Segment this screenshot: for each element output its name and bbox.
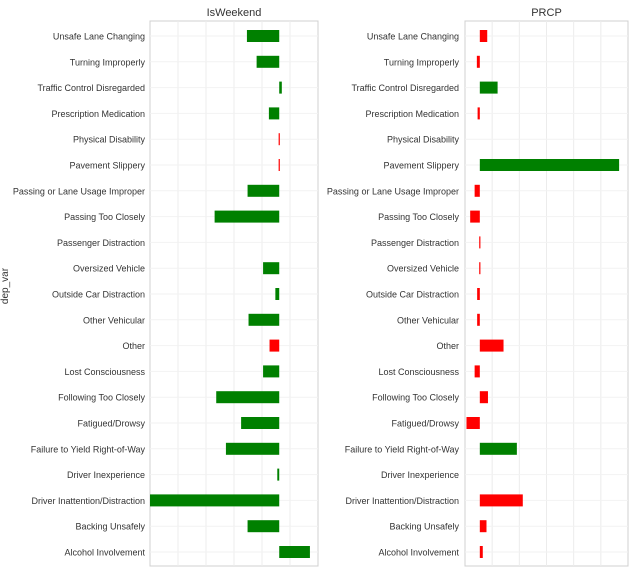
bar xyxy=(479,546,483,558)
category-label: Driver Inexperience xyxy=(381,470,459,480)
bar xyxy=(479,81,498,94)
category-label: Failure to Yield Right-of-Way xyxy=(31,444,146,454)
category-label: Driver Inattention/Distraction xyxy=(31,496,145,506)
category-label: Other Vehicular xyxy=(397,315,459,325)
bar xyxy=(479,262,481,275)
bar xyxy=(268,107,280,120)
y-axis-label: dep_var xyxy=(0,267,11,304)
panel-title: IsWeekend xyxy=(207,7,262,19)
category-label: Physical Disability xyxy=(73,135,146,145)
bar xyxy=(225,442,280,455)
category-label: Fatigued/Drowsy xyxy=(77,419,145,429)
category-label: Unsafe Lane Changing xyxy=(367,32,459,42)
bar xyxy=(474,184,480,197)
category-label: Traffic Control Disregarded xyxy=(37,83,145,93)
bar xyxy=(275,288,280,300)
category-label: Pavement Slippery xyxy=(383,161,459,171)
bar xyxy=(479,159,620,171)
panel-isweekend: IsWeekend Unsafe Lane Changing Turning Imp… xyxy=(13,7,319,567)
category-label: Unsafe Lane Changing xyxy=(53,32,145,42)
bar xyxy=(477,313,480,326)
category-label: Other xyxy=(436,341,459,351)
category-label: Oversized Vehicle xyxy=(73,264,145,274)
bar xyxy=(479,442,517,455)
category-label: Outside Car Distraction xyxy=(366,290,459,300)
category-label: Prescription Medication xyxy=(51,109,145,119)
bar xyxy=(479,30,488,42)
category-label: Backing Unsafely xyxy=(75,522,145,532)
category-label: Lost Consciousness xyxy=(378,367,459,377)
category-label: Traffic Control Disregarded xyxy=(351,83,459,93)
category-label: Passing Too Closely xyxy=(64,212,145,222)
category-label: Passing or Lane Usage Improper xyxy=(327,186,459,196)
category-label: Failure to Yield Right-of-Way xyxy=(345,444,460,454)
category-label: Passing Too Closely xyxy=(378,212,459,222)
bar xyxy=(247,520,280,533)
category-label: Driver Inexperience xyxy=(67,470,145,480)
bar xyxy=(476,55,480,68)
bar xyxy=(246,30,280,42)
category-label: Following Too Closely xyxy=(372,393,459,403)
bar xyxy=(477,107,480,120)
bar xyxy=(277,468,280,481)
category-label: Pavement Slippery xyxy=(69,161,145,171)
bar xyxy=(216,391,280,404)
category-label: Alcohol Involvement xyxy=(64,548,145,558)
panel-prcp: PRCP Unsafe Lane Changing Turning Improper… xyxy=(327,7,629,567)
bar xyxy=(263,365,280,378)
category-label: Turning Improperly xyxy=(70,57,146,67)
panels-layer: IsWeekend Unsafe Lane Changing Turning Imp… xyxy=(13,7,629,567)
category-label: Turning Improperly xyxy=(384,57,460,67)
bar xyxy=(479,494,523,507)
category-label: Driver Inattention/Distraction xyxy=(345,496,459,506)
bar xyxy=(278,133,280,146)
category-label: Passenger Distraction xyxy=(371,238,459,248)
bar xyxy=(247,184,280,197)
bar xyxy=(241,417,280,429)
bar xyxy=(479,391,488,404)
category-label: Other Vehicular xyxy=(83,315,145,325)
bar xyxy=(470,210,480,223)
bar xyxy=(269,339,280,352)
category-label: Lost Consciousness xyxy=(64,367,145,377)
bar xyxy=(150,494,280,507)
category-label: Oversized Vehicle xyxy=(387,264,459,274)
bar xyxy=(256,55,280,68)
category-label: Prescription Medication xyxy=(365,109,459,119)
category-label: Passing or Lane Usage Improper xyxy=(13,186,145,196)
bar xyxy=(479,236,481,249)
category-label: Physical Disability xyxy=(387,135,460,145)
bar xyxy=(479,520,487,533)
bar xyxy=(214,210,280,223)
bar xyxy=(263,262,280,275)
bar xyxy=(248,313,280,326)
bar xyxy=(479,339,504,352)
panel-title: PRCP xyxy=(531,7,562,19)
bar xyxy=(279,81,282,94)
bar xyxy=(278,159,280,171)
bar xyxy=(279,546,310,558)
bar xyxy=(466,417,480,429)
category-label: Following Too Closely xyxy=(58,393,145,403)
category-label: Outside Car Distraction xyxy=(52,290,145,300)
category-label: Backing Unsafely xyxy=(389,522,459,532)
category-label: Alcohol Involvement xyxy=(378,548,459,558)
bar xyxy=(477,288,480,300)
category-label: Other xyxy=(122,341,145,351)
category-label: Fatigued/Drowsy xyxy=(391,419,459,429)
category-label: Passenger Distraction xyxy=(57,238,145,248)
bar xyxy=(474,365,480,378)
